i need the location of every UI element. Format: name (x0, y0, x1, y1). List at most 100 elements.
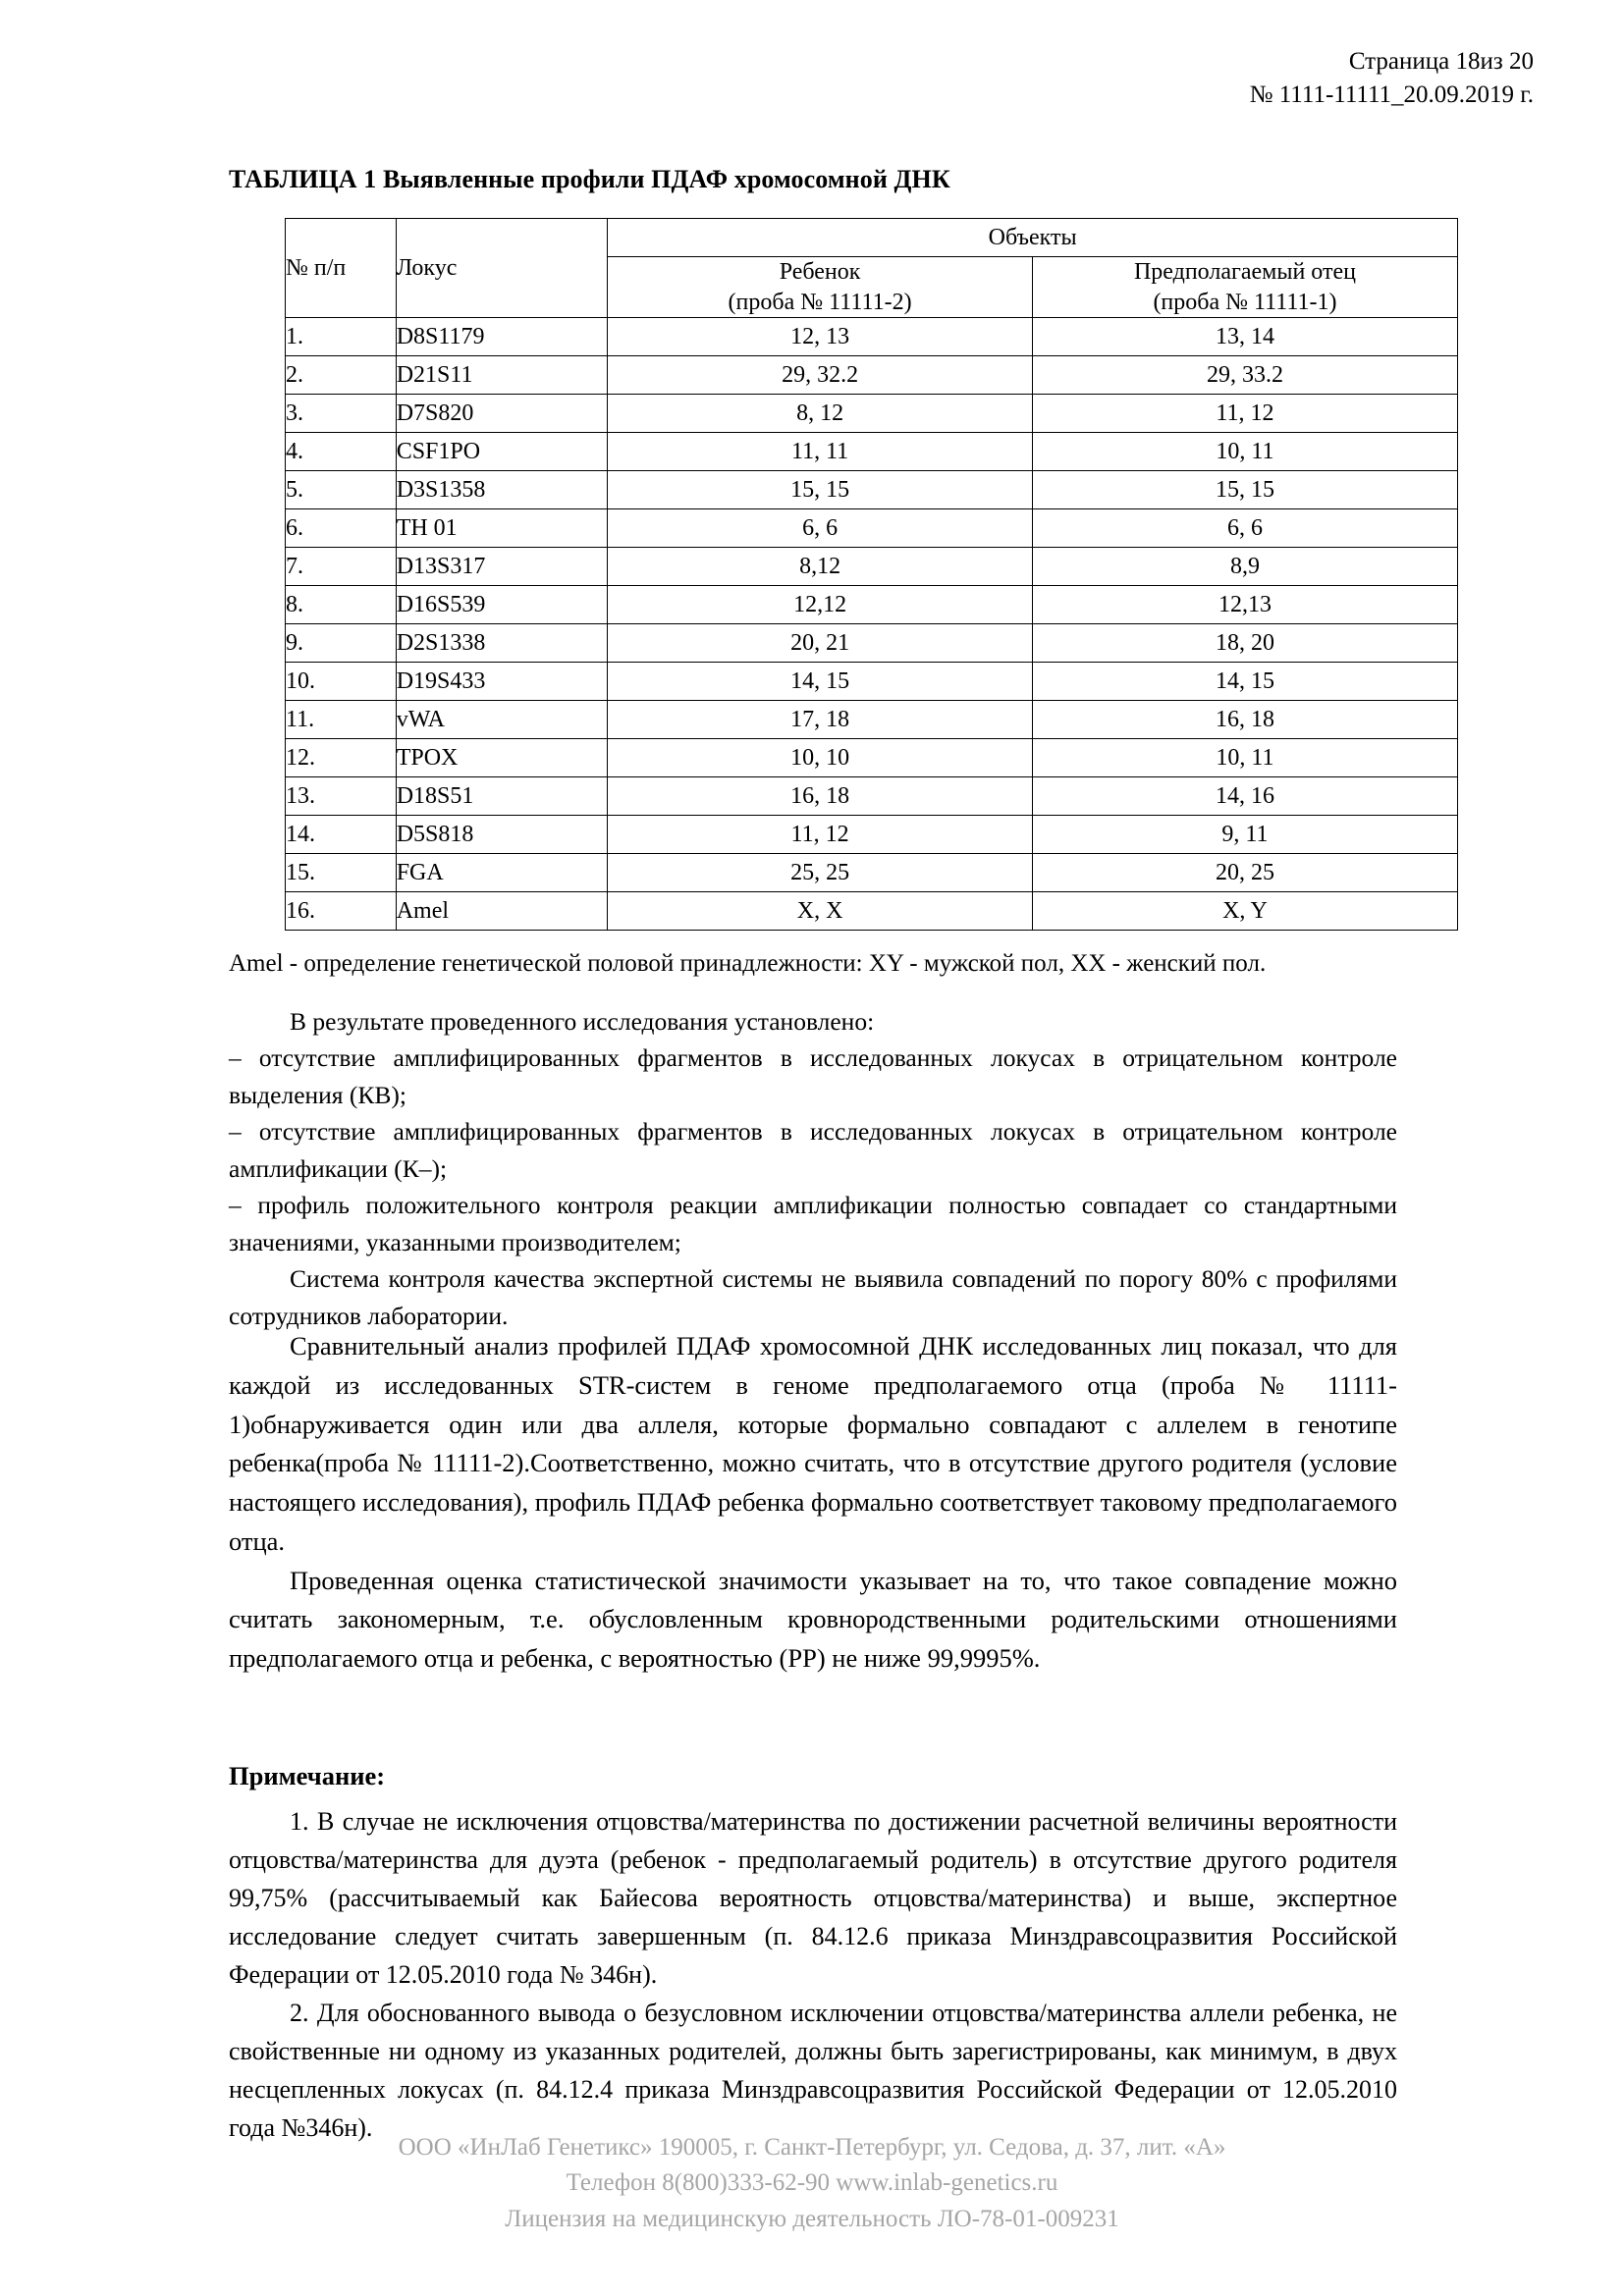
footer-address: ООО «ИнЛаб Генетикс» 190005, г. Санкт-Пе… (398, 2134, 1226, 2161)
cell-father-value: X, Y (1031, 891, 1459, 932)
header-cell-number: № п/п (285, 217, 397, 319)
cell-child-value: 15, 15 (607, 470, 1033, 510)
cell-number: 7. (285, 547, 397, 587)
table-row: 16. Amel X, X X, Y (285, 891, 1459, 932)
header-child-line2: (проба № 11111-2) (728, 289, 912, 315)
cell-child-value: 12, 13 (607, 317, 1033, 357)
cell-child-value: 17, 18 (607, 700, 1033, 740)
table-row: 1. D8S1179 12, 13 13, 14 (285, 317, 1459, 357)
cell-locus: vWA (395, 700, 609, 740)
cell-number: 15. (285, 853, 397, 893)
cell-child-value: 25, 25 (607, 853, 1033, 893)
notes-section: 1. В случае не исключения отцовства/мате… (229, 1802, 1397, 2147)
cell-locus: D7S820 (395, 394, 609, 434)
footer-license: Лицензия на медицинскую деятельность ЛО-… (505, 2205, 1119, 2232)
table-header-row-top: № п/п Локус Объекты (285, 217, 1458, 319)
cell-child-value: 29, 32.2 (607, 355, 1033, 396)
results-item-2: – отсутствие амплифицированных фрагменто… (229, 1117, 1397, 1183)
cell-locus: TPOX (395, 738, 609, 778)
notes-heading: Примечание: (229, 1761, 386, 1790)
cell-father-value: 6, 6 (1031, 508, 1459, 549)
cell-number: 9. (285, 623, 397, 664)
cell-child-value: 14, 15 (607, 662, 1033, 702)
cell-locus: D13S317 (395, 547, 609, 587)
cell-father-value: 14, 16 (1031, 776, 1459, 817)
cell-number: 8. (285, 585, 397, 625)
cell-locus: D18S51 (395, 776, 609, 817)
note-item-1: 1. В случае не исключения отцовства/мате… (229, 1807, 1397, 1989)
cell-child-value: 16, 18 (607, 776, 1033, 817)
cell-child-value: 6, 6 (607, 508, 1033, 549)
cell-father-value: 12,13 (1031, 585, 1459, 625)
results-item-3: – профиль положительного контроля реакци… (229, 1191, 1397, 1256)
amel-legend: Amel - определение генетической половой … (229, 950, 1267, 977)
document-number-label: № 1111-11111_20.09.2019 г. (1249, 80, 1534, 108)
cell-father-value: 29, 33.2 (1031, 355, 1459, 396)
cell-number: 13. (285, 776, 397, 817)
cell-child-value: 20, 21 (607, 623, 1033, 664)
cell-father-value: 8,9 (1031, 547, 1459, 587)
cell-father-value: 14, 15 (1031, 662, 1459, 702)
results-item-1: – отсутствие амплифицированных фрагменто… (229, 1043, 1397, 1109)
table-row: 2. D21S11 29, 32.2 29, 33.2 (285, 355, 1459, 396)
table-row: 14. D5S818 11, 12 9, 11 (285, 815, 1459, 855)
cell-locus: CSF1PO (395, 432, 609, 472)
cell-child-value: 11, 11 (607, 432, 1033, 472)
cell-child-value: 8, 12 (607, 394, 1033, 434)
cell-child-value: X, X (607, 891, 1033, 932)
cell-child-value: 11, 12 (607, 815, 1033, 855)
cell-number: 4. (285, 432, 397, 472)
header-cell-locus: Локус (395, 217, 609, 319)
cell-child-value: 12,12 (607, 585, 1033, 625)
cell-locus: FGA (395, 853, 609, 893)
cell-father-value: 16, 18 (1031, 700, 1459, 740)
cell-number: 1. (285, 317, 397, 357)
table-title: ТАБЛИЦА 1 Выявленные профили ПДАФ хромос… (229, 165, 950, 193)
table-row: 3. D7S820 8, 12 11, 12 (285, 394, 1459, 434)
table-row: 15. FGA 25, 25 20, 25 (285, 853, 1459, 893)
page-number-label: Страница 18из 20 (1348, 48, 1534, 75)
table-row: 13. D18S51 16, 18 14, 16 (285, 776, 1459, 817)
table-body: 1. D8S1179 12, 13 13, 14 2. D21S11 29, 32.2 29,… (285, 317, 1459, 932)
header-cell-child: Ребенок (проба № 11111-2) (607, 255, 1033, 319)
cell-number: 10. (285, 662, 397, 702)
cell-child-value: 8,12 (607, 547, 1033, 587)
results-item-4: Система контроля качества экспертной сис… (229, 1264, 1397, 1330)
cell-number: 11. (285, 700, 397, 740)
cell-number: 2. (285, 355, 397, 396)
results-section: В результате проведенного исследования у… (229, 1003, 1397, 1334)
cell-father-value: 18, 20 (1031, 623, 1459, 664)
footer-contacts: Телефон 8(800)333-62-90 www.inlab-geneti… (566, 2169, 1058, 2197)
cell-number: 3. (285, 394, 397, 434)
cell-father-value: 10, 11 (1031, 432, 1459, 472)
header-cell-objects: Объекты (607, 218, 1458, 257)
cell-father-value: 11, 12 (1031, 394, 1459, 434)
cell-locus: D21S11 (395, 355, 609, 396)
table-row: 6. TH 01 6, 6 6, 6 (285, 508, 1459, 549)
cell-locus: D8S1179 (395, 317, 609, 357)
header-father-line2: (проба № 11111-1) (1153, 289, 1337, 315)
cell-locus: Amel (395, 891, 609, 932)
table-row: 11. vWA 17, 18 16, 18 (285, 700, 1459, 740)
cell-father-value: 9, 11 (1031, 815, 1459, 855)
table-row: 12. TPOX 10, 10 10, 11 (285, 738, 1459, 778)
analysis-paragraph-2: Проведенная оценка статистической значим… (229, 1565, 1397, 1674)
table-row: 7. D13S317 8,12 8,9 (285, 547, 1459, 587)
cell-number: 12. (285, 738, 397, 778)
cell-child-value: 10, 10 (607, 738, 1033, 778)
table-header-row-sub: Ребенок (проба № 11111-2) Предполагаемый… (286, 255, 1459, 319)
cell-locus: D2S1338 (395, 623, 609, 664)
cell-locus: D3S1358 (395, 470, 609, 510)
cell-locus: D5S818 (395, 815, 609, 855)
analysis-paragraph-1: Сравнительный анализ профилей ПДАФ хромо… (229, 1331, 1397, 1556)
header-cell-father: Предполагаемый отец (проба № 11111-1) (1031, 255, 1459, 319)
cell-number: 6. (285, 508, 397, 549)
header-child-line1: Ребенок (779, 259, 861, 285)
results-intro: В результате проведенного исследования у… (290, 1007, 875, 1036)
cell-locus: D19S433 (395, 662, 609, 702)
table-row: 5. D3S1358 15, 15 15, 15 (285, 470, 1459, 510)
table-row: 10. D19S433 14, 15 14, 15 (285, 662, 1459, 702)
cell-number: 5. (285, 470, 397, 510)
cell-father-value: 20, 25 (1031, 853, 1459, 893)
